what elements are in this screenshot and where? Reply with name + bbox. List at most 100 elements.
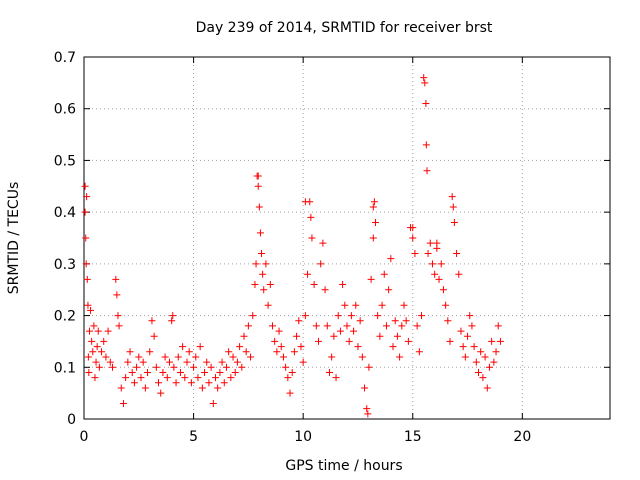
data-point-plus-marker xyxy=(459,343,467,351)
data-point-plus-marker xyxy=(404,337,412,345)
data-point-plus-marker xyxy=(455,270,463,278)
data-point-plus-marker xyxy=(84,301,92,309)
data-point-plus-marker xyxy=(424,250,432,258)
data-point-plus-marker xyxy=(92,358,100,366)
data-point-plus-marker xyxy=(181,374,189,382)
data-point-plus-marker xyxy=(83,275,91,283)
data-point-plus-marker xyxy=(334,312,342,320)
data-point-plus-marker xyxy=(89,348,97,356)
data-point-plus-marker xyxy=(295,317,303,325)
data-point-plus-marker xyxy=(288,368,296,376)
data-point-plus-marker xyxy=(286,389,294,397)
data-point-plus-marker xyxy=(370,198,378,206)
data-point-plus-marker xyxy=(252,260,260,268)
data-point-plus-marker xyxy=(247,353,255,361)
data-point-plus-marker xyxy=(391,317,399,325)
data-point-plus-marker xyxy=(148,317,156,325)
data-point-plus-marker xyxy=(135,353,143,361)
data-point-plus-marker xyxy=(477,348,485,356)
data-point-plus-marker xyxy=(365,363,373,371)
data-point-plus-marker xyxy=(264,301,272,309)
data-point-plus-marker xyxy=(328,353,336,361)
data-point-plus-marker xyxy=(174,353,182,361)
y-tick-label: 0.2 xyxy=(54,309,76,325)
data-point-plus-marker xyxy=(155,379,163,387)
data-point-plus-marker xyxy=(418,312,426,320)
x-tick-label: 5 xyxy=(189,429,198,445)
x-tick-labels: 0 5 10 15 20 xyxy=(80,429,532,445)
data-point-plus-marker xyxy=(332,374,340,382)
data-point-plus-marker xyxy=(258,250,266,258)
data-point-plus-marker xyxy=(378,301,386,309)
data-point-plus-marker xyxy=(209,399,217,407)
data-point-plus-marker xyxy=(470,343,478,351)
data-point-plus-marker xyxy=(301,312,309,320)
data-point-plus-marker xyxy=(82,260,90,268)
data-point-plus-marker xyxy=(176,368,184,376)
data-point-plus-marker xyxy=(475,368,482,376)
data-point-plus-marker xyxy=(464,332,472,340)
data-point-plus-marker xyxy=(310,281,318,289)
data-point-plus-marker xyxy=(146,348,154,356)
data-point-plus-marker xyxy=(139,358,147,366)
data-point-plus-marker xyxy=(205,379,213,387)
data-point-plus-marker xyxy=(273,348,281,356)
y-tick-label: 0.5 xyxy=(54,153,76,169)
data-point-plus-marker xyxy=(449,203,457,211)
data-point-plus-marker xyxy=(198,384,206,392)
data-point-plus-marker xyxy=(304,270,312,278)
data-point-plus-marker xyxy=(439,286,447,294)
data-point-plus-marker xyxy=(194,374,202,382)
data-point-plus-marker xyxy=(409,224,417,232)
data-point-plus-marker xyxy=(321,286,329,294)
data-point-plus-marker xyxy=(163,374,171,382)
y-tick-label: 0.6 xyxy=(54,102,76,118)
data-point-plus-marker xyxy=(376,332,384,340)
y-tick-label: 0.1 xyxy=(54,360,76,376)
data-point-plus-marker xyxy=(260,286,268,294)
data-point-plus-marker xyxy=(124,358,132,366)
x-tick-label: 15 xyxy=(404,429,422,445)
data-point-plus-marker xyxy=(380,270,388,278)
y-tick-label: 0.7 xyxy=(54,50,76,66)
data-point-plus-marker xyxy=(84,353,92,361)
data-point-plus-marker xyxy=(364,410,372,418)
data-point-plus-marker xyxy=(472,358,480,366)
data-point-plus-marker xyxy=(218,358,226,366)
data-point-plus-marker xyxy=(119,399,127,407)
data-point-plus-marker xyxy=(255,203,263,211)
data-point-plus-marker xyxy=(450,218,458,226)
data-point-plus-marker xyxy=(299,358,307,366)
data-point-plus-marker xyxy=(170,363,178,371)
data-point-plus-marker xyxy=(453,250,461,258)
data-point-plus-marker xyxy=(361,384,369,392)
data-point-plus-marker xyxy=(358,353,366,361)
data-point-plus-marker xyxy=(227,374,235,382)
data-point-plus-marker xyxy=(192,353,200,361)
data-point-plus-marker xyxy=(222,363,230,371)
data-point-plus-marker xyxy=(122,374,130,382)
data-point-plus-marker xyxy=(87,306,95,314)
data-point-plus-marker xyxy=(144,368,152,376)
data-point-plus-marker xyxy=(336,327,344,335)
data-point-plus-marker xyxy=(150,332,158,340)
data-point-plus-marker xyxy=(356,317,364,325)
data-point-plus-marker xyxy=(284,374,292,382)
data-point-plus-marker xyxy=(266,281,274,289)
data-point-plus-marker xyxy=(114,312,122,320)
data-point-plus-marker xyxy=(339,281,347,289)
data-point-plus-marker xyxy=(117,384,125,392)
x-axis-label: GPS time / hours xyxy=(285,458,402,474)
data-point-plus-marker xyxy=(102,353,110,361)
data-point-plus-marker xyxy=(212,374,219,382)
data-point-plus-marker xyxy=(371,218,379,226)
data-point-plus-marker xyxy=(203,358,211,366)
data-point-plus-marker xyxy=(254,182,262,190)
data-point-plus-marker xyxy=(277,343,285,351)
data-point-plus-marker xyxy=(262,260,270,268)
data-point-plus-marker xyxy=(319,239,327,247)
data-point-plus-marker xyxy=(183,358,191,366)
data-point-plus-marker xyxy=(159,368,167,376)
